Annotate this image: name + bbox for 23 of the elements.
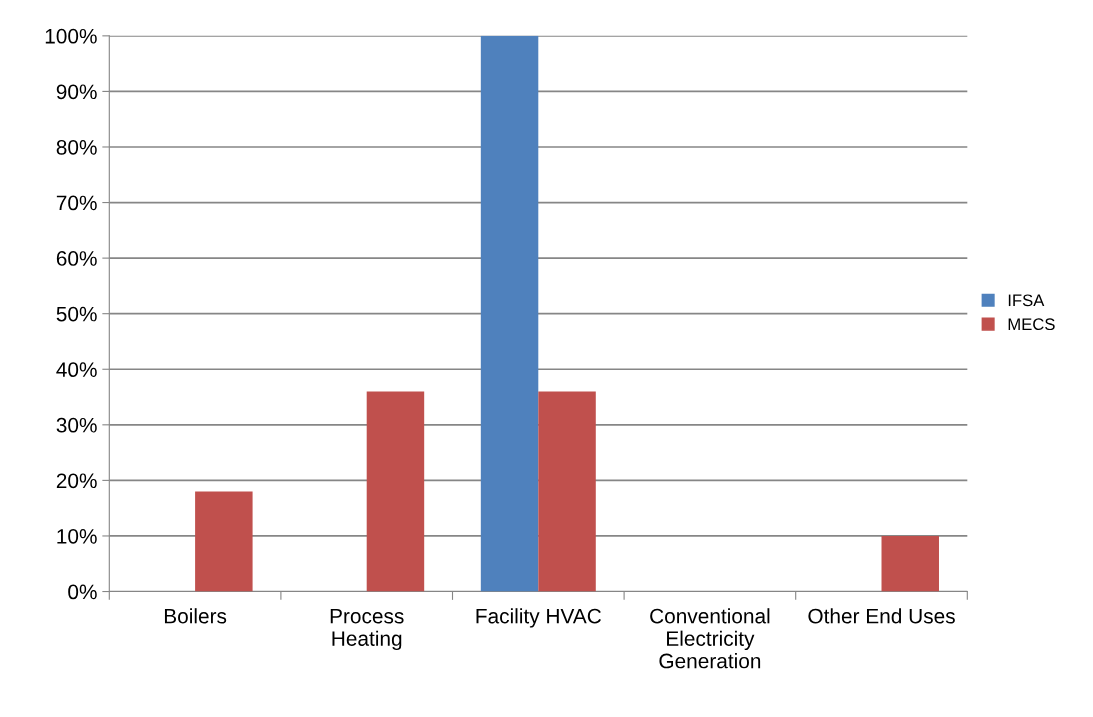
y-tick-label: 40% bbox=[56, 362, 97, 378]
y-tick-label: 0% bbox=[68, 584, 97, 600]
x-tick-label: Boilers bbox=[164, 608, 227, 624]
y-tick-label: 80% bbox=[56, 139, 97, 155]
y-tick-label: 100% bbox=[45, 28, 97, 44]
y-tick-label: 60% bbox=[56, 251, 97, 266]
y-tick-label: 50% bbox=[56, 306, 97, 322]
x-tick-label: Facility HVAC bbox=[476, 608, 601, 628]
x-tick-label: Process Heating bbox=[330, 608, 404, 651]
bar bbox=[480, 35, 539, 592]
y-tick-label: 70% bbox=[56, 195, 97, 211]
bar bbox=[538, 391, 596, 592]
bar bbox=[195, 491, 253, 592]
bar bbox=[881, 535, 939, 592]
x-tick-label: Other End Uses bbox=[808, 608, 955, 624]
legend-label: IFSA bbox=[1008, 294, 1045, 307]
x-tick-label: Conventional Electricity Generation bbox=[650, 608, 770, 669]
bar bbox=[366, 391, 425, 592]
y-tick-label: 10% bbox=[57, 528, 97, 544]
y-tick-label: 90% bbox=[56, 84, 97, 100]
legend-label: MECS bbox=[1008, 318, 1055, 331]
y-tick-label: 30% bbox=[56, 417, 97, 433]
y-tick-label: 20% bbox=[56, 473, 97, 489]
